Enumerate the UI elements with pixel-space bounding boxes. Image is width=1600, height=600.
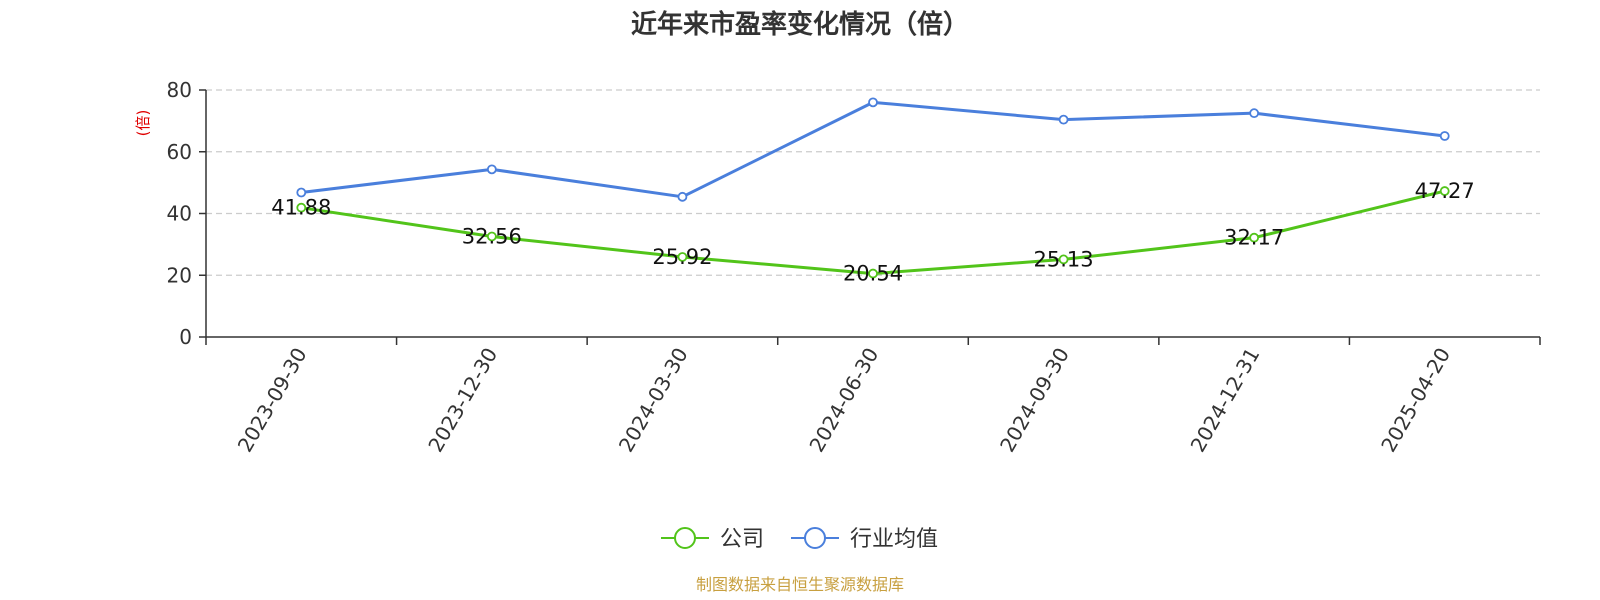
data-point [296,187,307,198]
chart-title: 近年来市盈率变化情况（倍） [631,9,969,40]
data-label: 25.92 [652,245,712,269]
legend[interactable]: 公司 行业均值 [661,527,938,552]
data-point [1249,108,1260,119]
y-axis-label: (倍) [134,110,152,137]
data-point [486,164,497,175]
legend-label: 公司 [720,527,764,552]
data-point [296,202,307,213]
series-line-industry [301,100,1445,199]
x-tick-label: 2024-03-30 [614,344,693,457]
y-tick-label: 60 [167,140,192,164]
grid-lines [206,89,1540,276]
data-point [677,191,688,202]
data-label: 25.13 [1034,247,1094,271]
legend-item-industry[interactable]: 行业均值 [791,527,938,552]
data-point [868,268,878,279]
x-tick-label: 2024-12-31 [1186,344,1265,457]
data-point [486,231,497,242]
data-point [1058,254,1069,265]
source-note: 制图数据来自恒生聚源数据库 [696,575,904,594]
data-point [1439,131,1450,141]
data-point [1058,114,1069,125]
data-labels: 41.88 32.56 25.92 20.54 25.13 32.17 47.27 [271,179,1475,286]
y-tick-label: 20 [167,263,192,287]
data-point [1439,186,1450,196]
legend-label: 行业均值 [850,527,938,552]
data-label: 47.27 [1415,179,1475,203]
data-label: 32.56 [462,224,522,248]
x-tick-label: 2023-12-30 [423,344,502,457]
data-label: 32.17 [1224,226,1284,250]
data-point [677,252,688,262]
legend-item-company[interactable]: 公司 [661,527,764,552]
series-lines [296,97,1450,279]
x-tick-label: 2024-06-30 [804,344,883,457]
legend-marker-icon [674,527,696,549]
data-label: 41.88 [271,196,331,220]
x-tick-label: 2023-09-30 [233,344,312,457]
data-label: 20.54 [843,262,903,286]
y-tick-label: 0 [179,325,192,349]
legend-marker-icon [804,527,826,549]
y-tick-label: 40 [167,202,192,226]
data-point [1249,232,1260,243]
y-tick-label: 80 [167,78,192,102]
x-tick-label: 2025-04-20 [1376,344,1455,457]
x-tick-label: 2024-09-30 [995,344,1074,457]
data-point [868,97,878,108]
